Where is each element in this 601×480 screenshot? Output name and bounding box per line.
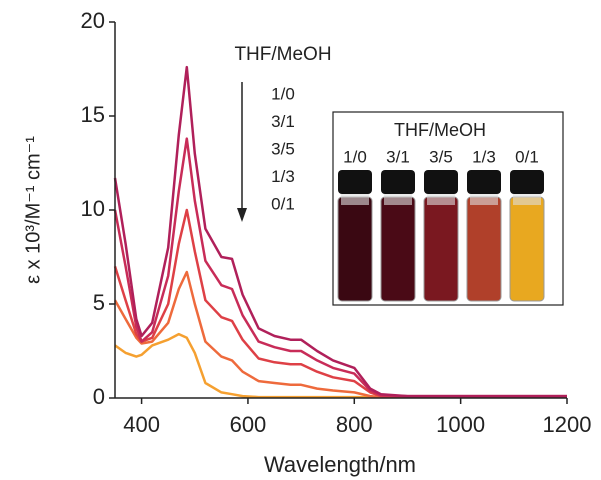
legend-label: 1/0 [271,84,295,103]
x-tick-label: 1200 [543,412,592,437]
vial-body [337,196,373,302]
x-tick-label: 600 [230,412,267,437]
vial-neck [427,193,455,205]
inset-title: THF/MeOH [394,120,486,140]
inset-label: 3/5 [429,147,453,166]
legend-title: THF/MeOH [234,44,331,65]
series-line [113,270,567,399]
vial-body [380,196,416,302]
inset-label: 1/0 [343,147,367,166]
lines [113,65,567,399]
vial-cap [510,170,544,194]
vial-neck [470,193,498,205]
series-line [113,65,567,398]
vial-cap [381,170,415,194]
y-axis-label: ε x 10³/M⁻¹ cm⁻¹ [22,136,44,284]
vial-cap [424,170,458,194]
series-line [113,137,567,398]
x-tick-label: 400 [123,412,160,437]
inset: THF/MeOH 1/0 3/1 3/5 1/3 0/1 [332,111,564,306]
inset-label: 3/1 [386,147,410,166]
legend-label: 0/1 [271,194,295,213]
x-tick-label: 800 [336,412,373,437]
arrow-head [237,208,247,222]
y-tick-label: 10 [81,196,105,221]
vial-body [423,196,459,302]
x-tick-label: 1000 [436,412,485,437]
inset-label: 1/3 [472,147,496,166]
legend-label: 3/1 [271,112,295,131]
vial-body [466,196,502,302]
vial-cap [338,170,372,194]
series-line [113,208,567,399]
legend-label: 1/3 [271,167,295,186]
vial-neck [513,193,541,205]
y-tick-label: 0 [93,384,105,409]
series-line [114,332,567,399]
y-tick-label: 5 [93,290,105,315]
vial-body [509,196,545,302]
y-tick-label: 20 [81,8,105,33]
y-tick-label: 15 [81,102,105,127]
vial-neck [384,193,412,205]
vial-neck [341,193,369,205]
inset-label: 0/1 [515,147,539,166]
legend-label: 3/5 [271,139,295,158]
vials: 1/0 3/1 3/5 1/3 0/1 [337,147,545,302]
vial-cap [467,170,501,194]
x-axis-label: Wavelength/nm [264,452,416,477]
